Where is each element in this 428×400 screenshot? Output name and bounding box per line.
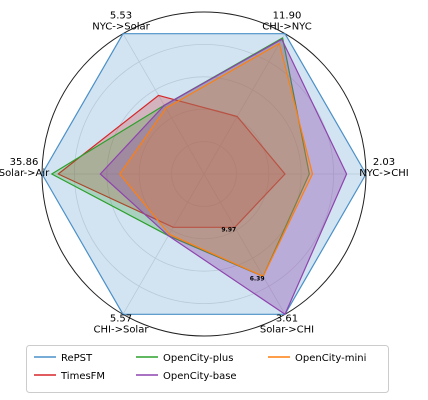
legend-label: TimesFM — [60, 371, 105, 382]
axis-max-label: 5.53 — [110, 11, 132, 22]
legend-label: OpenCity-mini — [295, 353, 366, 364]
value-annotation: 9.97 — [221, 226, 236, 233]
axis-name-label: Solar->Air — [0, 168, 50, 179]
axis-max-label: 2.03 — [373, 157, 395, 168]
legend-label: OpenCity-plus — [163, 353, 233, 364]
axis-name-label: Solar->CHI — [260, 324, 314, 335]
series-polygon — [57, 94, 286, 228]
axis-name-label: CHI->Solar — [94, 324, 150, 335]
axis-name-label: NYC->CHI — [359, 168, 408, 179]
series-polygon — [99, 38, 348, 315]
axis-max-label: 3.61 — [276, 313, 298, 324]
axis-name-label: NYC->Solar — [92, 22, 150, 33]
grid-spoke — [122, 33, 205, 175]
grid-spoke — [203, 173, 286, 315]
grid-spoke — [122, 173, 205, 315]
axis-max-label: 11.90 — [273, 11, 302, 22]
legend-label: OpenCity-base — [163, 371, 237, 382]
series-layer — [41, 33, 367, 315]
value-annotation: 6.39 — [250, 275, 265, 282]
legend-box — [26, 345, 389, 393]
annotations: 9.97 6.39 — [221, 226, 264, 282]
legend-label: RePST — [61, 353, 93, 364]
axis-name-label: CHI->NYC — [262, 22, 311, 33]
grid-spoke — [203, 33, 286, 175]
legend: RePST TimesFM OpenCity-plus OpenCity-base Op… — [26, 345, 389, 393]
axis-max-label: 5.57 — [110, 313, 132, 324]
axis-max-label: 35.86 — [10, 157, 39, 168]
series-polygon — [119, 42, 314, 277]
